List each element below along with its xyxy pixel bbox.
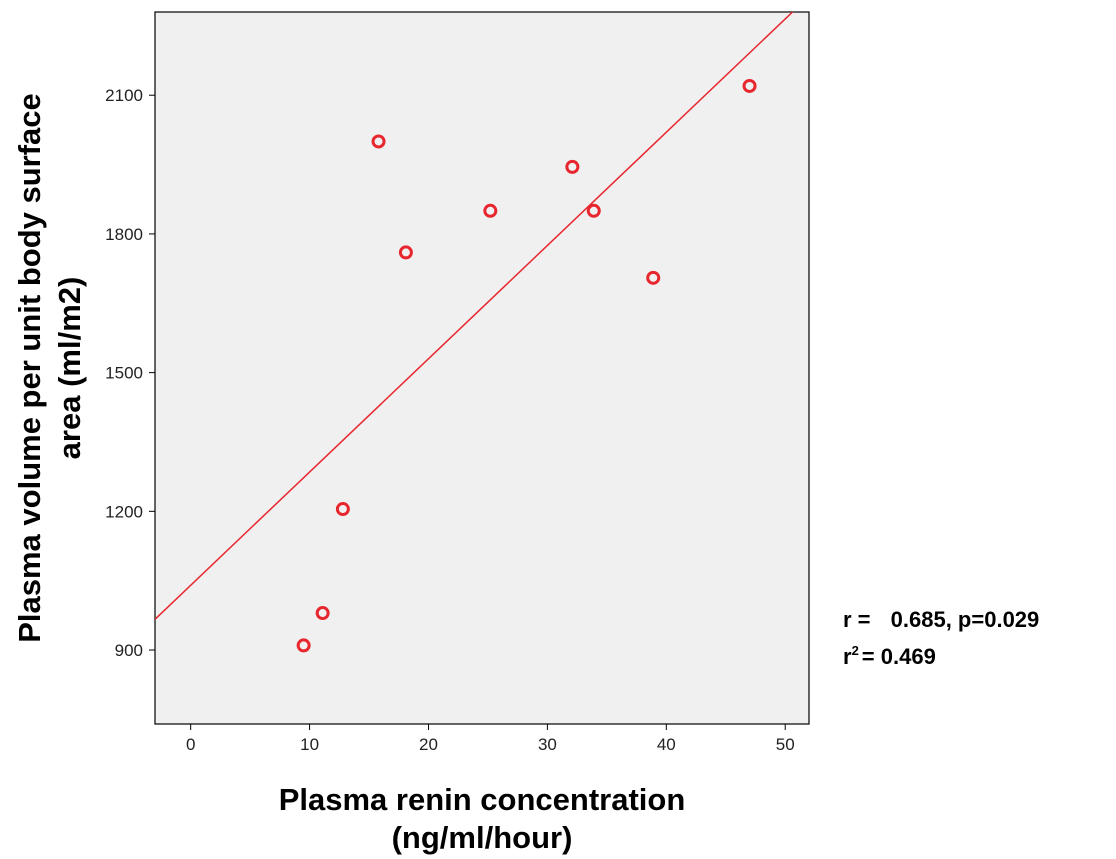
data-point (586, 203, 601, 218)
fit-line (155, 12, 794, 620)
x-tick-label: 50 (776, 735, 795, 754)
plot-area (154, 11, 810, 725)
stat-r2-exp: 2 (852, 643, 859, 658)
stat-r: r = 0.685, p=0.029 (843, 607, 1039, 632)
y-axis-title-line1: Plasma volume per unit body surface (12, 93, 47, 643)
y-tick-label: 2100 (105, 86, 143, 105)
x-axis-title-line1: Plasma renin concentration (279, 782, 686, 817)
y-tick-label: 1500 (105, 364, 143, 383)
y-axis-title-line2: area (ml/m2) (52, 277, 87, 460)
stat-r-value: 0.685, p=0.029 (891, 607, 1040, 632)
y-tick-label: 1800 (105, 225, 143, 244)
data-point (646, 270, 661, 285)
data-point (483, 203, 498, 218)
stat-r2-base: r (843, 644, 852, 669)
data-point (296, 638, 311, 653)
x-axis-title-line2: (ng/ml/hour) (392, 820, 573, 855)
data-point (335, 502, 350, 517)
y-tick-label: 900 (115, 641, 143, 660)
data-point (565, 159, 580, 174)
stat-r2-value: = 0.469 (862, 644, 936, 669)
x-tick-label: 0 (186, 735, 195, 754)
data-point (315, 606, 330, 621)
data-point (371, 134, 386, 149)
x-tick-label: 20 (419, 735, 438, 754)
data-point (398, 245, 413, 260)
stat-r2: r2 = 0.469 (843, 643, 936, 669)
x-tick-label: 10 (300, 735, 319, 754)
data-point (742, 78, 757, 93)
y-tick-label: 1200 (105, 502, 143, 521)
stat-r-label: r = (843, 607, 871, 632)
x-tick-label: 30 (538, 735, 557, 754)
x-tick-label: 40 (657, 735, 676, 754)
